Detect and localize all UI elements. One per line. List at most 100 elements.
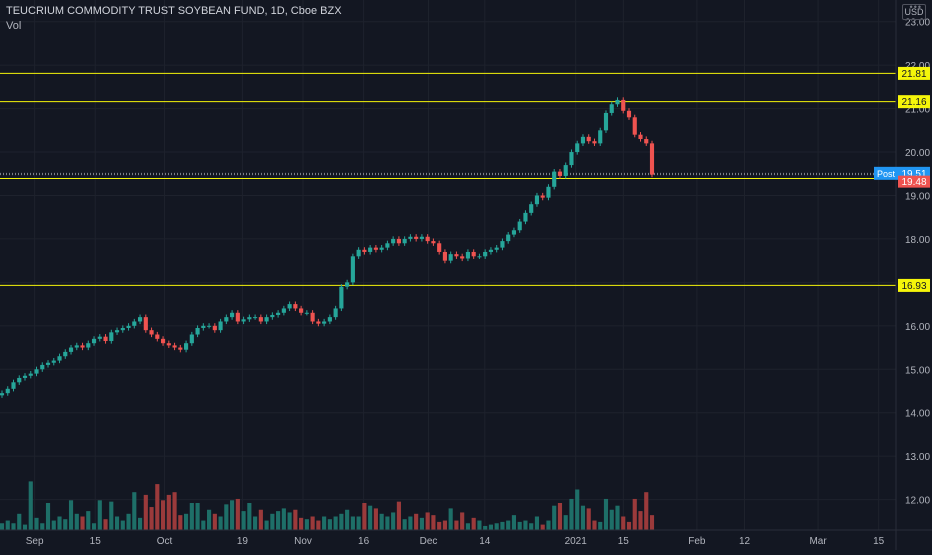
candle-body: [598, 130, 603, 144]
candle-body: [74, 345, 79, 348]
volume-bar: [40, 523, 45, 530]
more-icon[interactable]: •••: [909, 2, 922, 12]
candle-body: [546, 186, 551, 198]
volume-bar: [218, 516, 223, 530]
candle-body: [270, 314, 275, 318]
candle-body: [166, 343, 171, 346]
candle-body: [80, 345, 85, 348]
level-badge: [898, 66, 930, 80]
candle-body: [494, 247, 499, 250]
candle-body: [477, 256, 482, 258]
volume-bar: [247, 503, 252, 530]
volume-bar: [511, 515, 517, 530]
volume-bar: [160, 500, 166, 530]
candle-body: [632, 117, 637, 135]
volume-bar: [28, 481, 33, 530]
x-tick-label: 2021: [565, 536, 588, 547]
grid: [0, 0, 896, 530]
volume-bar: [34, 517, 39, 530]
volume-bar: [212, 513, 217, 530]
volume-bar: [74, 513, 79, 530]
volume-bar: [57, 516, 62, 530]
volume-bar: [448, 508, 453, 530]
volume-bar: [11, 523, 16, 530]
post-tag-name: Post: [877, 169, 896, 179]
candle-body: [603, 112, 609, 131]
candle-body: [437, 243, 442, 252]
x-tick-label: Nov: [294, 536, 312, 547]
volume-bar: [626, 521, 632, 530]
candle-body: [114, 330, 120, 333]
currency-badge[interactable]: USD: [902, 4, 926, 20]
candle-body: [638, 134, 643, 140]
candle-body: [609, 104, 614, 113]
volume-bar: [149, 507, 154, 530]
y-tick-label: 21.00: [905, 105, 930, 116]
candle-body: [22, 375, 28, 378]
candle-body: [241, 319, 246, 322]
volume-bar: [109, 501, 114, 530]
time-axis[interactable]: Sep 15 Oct 19 Nov 16 Dec 14 2021 15 Feb 12 Mar 15: [0, 529, 932, 547]
volume-bar: [184, 513, 189, 530]
candle-body: [500, 241, 505, 248]
candle-body: [368, 247, 373, 252]
candle-body: [529, 204, 534, 213]
price-axis[interactable]: 12.0013.0014.0015.0016.0017.0018.0019.00…: [874, 0, 930, 550]
volume-bar: [235, 498, 240, 530]
candle-body: [362, 249, 367, 252]
candle-body: [264, 317, 269, 322]
candle-body: [460, 256, 465, 259]
volume-bar: [644, 492, 649, 530]
volume-bar: [304, 519, 309, 530]
volume-bar: [609, 509, 614, 530]
level-badge: [898, 278, 930, 292]
volume-label[interactable]: Vol: [6, 20, 22, 32]
candle-body: [63, 351, 68, 357]
x-tick-label: 19: [237, 536, 249, 547]
volume-bar: [546, 520, 551, 530]
x-tick-label: Feb: [688, 536, 706, 547]
volume-bar: [529, 523, 534, 530]
volume-bar: [408, 516, 413, 530]
candle-body: [621, 99, 626, 111]
candle-body: [103, 336, 108, 342]
candle-body: [207, 325, 212, 327]
candle-body: [454, 254, 459, 257]
last-price-badge: [898, 175, 930, 188]
volume-bar: [575, 489, 580, 530]
volume-bar: [264, 520, 269, 530]
volume-bar: [293, 509, 298, 530]
volume-bar: [178, 515, 183, 530]
candle-body: [40, 364, 45, 370]
volume-bar: [316, 520, 321, 530]
volume-bar: [51, 520, 56, 530]
candle-body: [45, 362, 51, 365]
symbol-title[interactable]: TEUCRIUM COMMODITY TRUST SOYBEAN FUND, 1…: [6, 5, 342, 17]
volume-bar: [91, 523, 97, 530]
candle-body: [178, 347, 183, 350]
level-label: 21.16: [901, 97, 926, 108]
candle-body: [465, 251, 470, 259]
volume-bar: [425, 512, 430, 530]
candle-body: [68, 347, 74, 352]
volume-bar: [540, 524, 545, 530]
candle-body: [316, 321, 321, 324]
candle-body: [281, 308, 286, 313]
horizontal-levels[interactable]: [0, 72, 896, 286]
volume-bar: [477, 520, 482, 530]
candle-body: [11, 382, 16, 389]
volume-bar: [586, 508, 591, 530]
volume-bar: [333, 516, 338, 530]
candle-body: [506, 234, 511, 242]
volume-bar: [155, 484, 160, 530]
volume-bar: [310, 516, 315, 530]
y-tick-label: 23.00: [905, 18, 930, 29]
volume-bar: [287, 512, 292, 530]
candle-body: [322, 321, 327, 324]
candle-body: [184, 343, 189, 350]
candle-body: [425, 236, 430, 242]
last-price-label: 19.48: [901, 177, 926, 188]
candle-body: [195, 327, 200, 335]
